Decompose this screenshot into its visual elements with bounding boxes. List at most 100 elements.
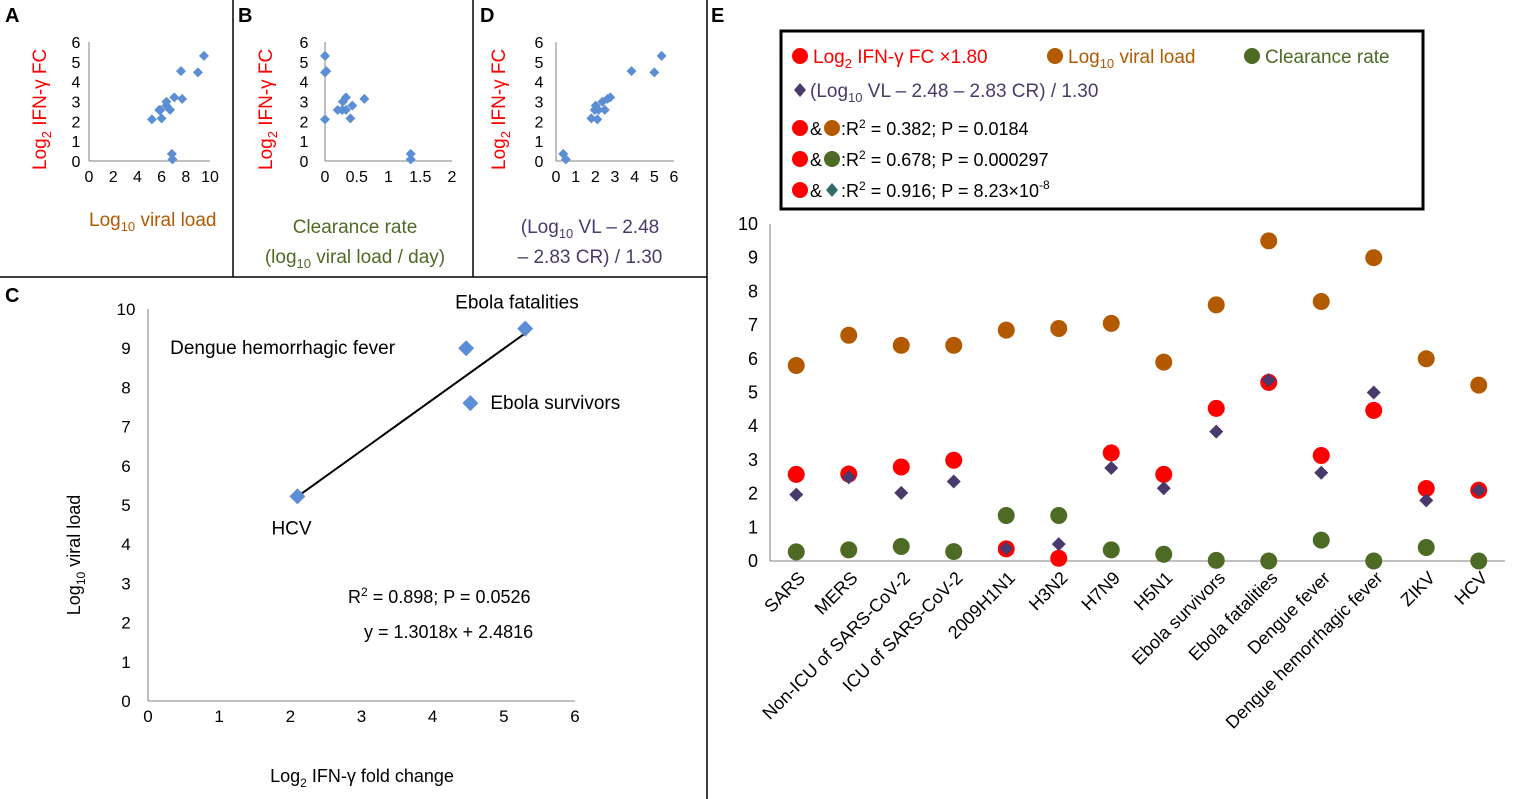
legend-purple-diamond	[794, 83, 806, 97]
data-point	[289, 488, 306, 505]
y-tick-label: 0	[72, 154, 81, 171]
data-point	[787, 357, 805, 375]
y-tick-label: 1	[121, 653, 130, 672]
y-tick-label: 5	[748, 383, 758, 403]
data-point	[1312, 447, 1330, 465]
x-tick-label: 4	[133, 169, 142, 186]
data-point	[1419, 493, 1434, 508]
data-point	[1470, 552, 1488, 570]
legend-stat2-red-circle	[792, 151, 808, 167]
legend-stat1-brown-circle	[824, 120, 840, 136]
y-tick-label: 1	[535, 134, 544, 151]
y-tick-label: 10	[738, 214, 758, 234]
y-tick-label: 0	[748, 551, 758, 571]
y-tick-label: 2	[72, 114, 81, 131]
data-point	[169, 92, 180, 103]
data-point	[1365, 552, 1383, 570]
panel-d-label: D	[480, 5, 494, 27]
data-point	[167, 154, 178, 165]
panel-d-axes	[555, 42, 674, 162]
legend-stat1-amp: &	[810, 119, 822, 139]
y-tick-label: 3	[748, 450, 758, 470]
data-point	[945, 451, 963, 469]
x-tick-label: 0	[143, 707, 152, 726]
x-tick-label: 6	[670, 169, 679, 186]
point-label: Dengue hemorrhagic fever	[170, 338, 396, 359]
panel-a-axes	[88, 42, 210, 162]
point-label: HCV	[271, 518, 311, 539]
panel-b-ticks: 0 1 2 3 4 5 6 0 0.5 1 1.5 2	[300, 35, 457, 186]
y-tick-label: 8	[748, 281, 758, 301]
data-point	[1051, 537, 1066, 552]
data-point	[359, 93, 370, 104]
data-point	[840, 326, 858, 344]
y-tick-label: 1	[748, 517, 758, 537]
y-tick-label: 0	[300, 154, 309, 171]
x-tick-label: 2	[286, 707, 295, 726]
category-label: H7N9	[1077, 568, 1124, 615]
data-point	[405, 154, 416, 165]
x-tick-label: 3	[357, 707, 366, 726]
panel-c-equation: y = 1.3018x + 2.4816	[364, 622, 533, 642]
panel-c-stat: R2 = 0.898; P = 0.0526	[348, 585, 531, 607]
panel-e-legend: Log2 IFN-γ FC ×1.80 Log10 viral load Cle…	[779, 29, 1425, 211]
panel-b-xlabel-line2: (log10 viral load / day)	[265, 247, 445, 271]
category-label: Ebola survivors	[1128, 568, 1229, 669]
data-point	[161, 96, 172, 107]
legend-green-circle	[1244, 48, 1260, 64]
data-point	[1365, 401, 1383, 419]
y-tick-label: 8	[121, 378, 130, 397]
data-point	[599, 104, 610, 115]
y-tick-label: 6	[748, 349, 758, 369]
data-point	[192, 67, 203, 78]
data-point	[1365, 249, 1383, 267]
y-tick-label: 6	[72, 35, 81, 52]
x-tick-label: 2	[109, 169, 118, 186]
category-label: ZIKV	[1397, 568, 1439, 610]
data-point	[458, 340, 475, 357]
data-point	[198, 50, 209, 61]
data-point	[345, 113, 356, 124]
panel-c-xlabel: Log2 IFN-γ fold change	[270, 766, 454, 790]
data-point	[1102, 541, 1120, 559]
data-point	[320, 50, 330, 61]
data-point	[945, 543, 963, 561]
panel-b-label: B	[238, 5, 252, 27]
data-point	[1312, 293, 1330, 311]
category-label: H5N1	[1130, 568, 1177, 615]
x-tick-label: 2	[591, 169, 600, 186]
y-tick-label: 6	[121, 457, 130, 476]
y-tick-label: 3	[121, 574, 130, 593]
panel-d-xlabel-line1: (Log10 VL – 2.48	[521, 217, 659, 241]
data-point	[517, 320, 534, 337]
legend-purple-label: (Log10 VL – 2.48 – 2.83 CR) / 1.30	[810, 81, 1098, 105]
data-point	[340, 104, 351, 115]
legend-stat2-green-circle	[824, 151, 840, 167]
data-point	[892, 538, 910, 556]
panel-b-axes	[324, 42, 452, 162]
legend-red-circle	[792, 48, 808, 64]
data-point	[649, 67, 660, 78]
y-tick-label: 4	[121, 535, 130, 554]
data-point	[1314, 465, 1329, 480]
y-tick-label: 0	[535, 154, 544, 171]
panel-c-ylabel: Log10 viral load	[64, 495, 88, 615]
category-label: HCV	[1451, 568, 1492, 609]
panel-b-points	[320, 50, 416, 165]
data-point	[946, 474, 961, 489]
data-point	[1050, 319, 1068, 337]
x-tick-label: 1.5	[409, 169, 431, 186]
panel-a-points	[146, 50, 209, 165]
data-point	[1102, 444, 1120, 462]
x-tick-label: 0	[552, 169, 561, 186]
category-label: H3N2	[1025, 568, 1072, 615]
data-point	[841, 470, 856, 485]
data-point	[1155, 353, 1173, 371]
y-tick-label: 0	[121, 692, 130, 711]
y-tick-label: 2	[300, 114, 309, 131]
point-label: Ebola fatalities	[455, 293, 579, 314]
data-point	[405, 148, 416, 159]
